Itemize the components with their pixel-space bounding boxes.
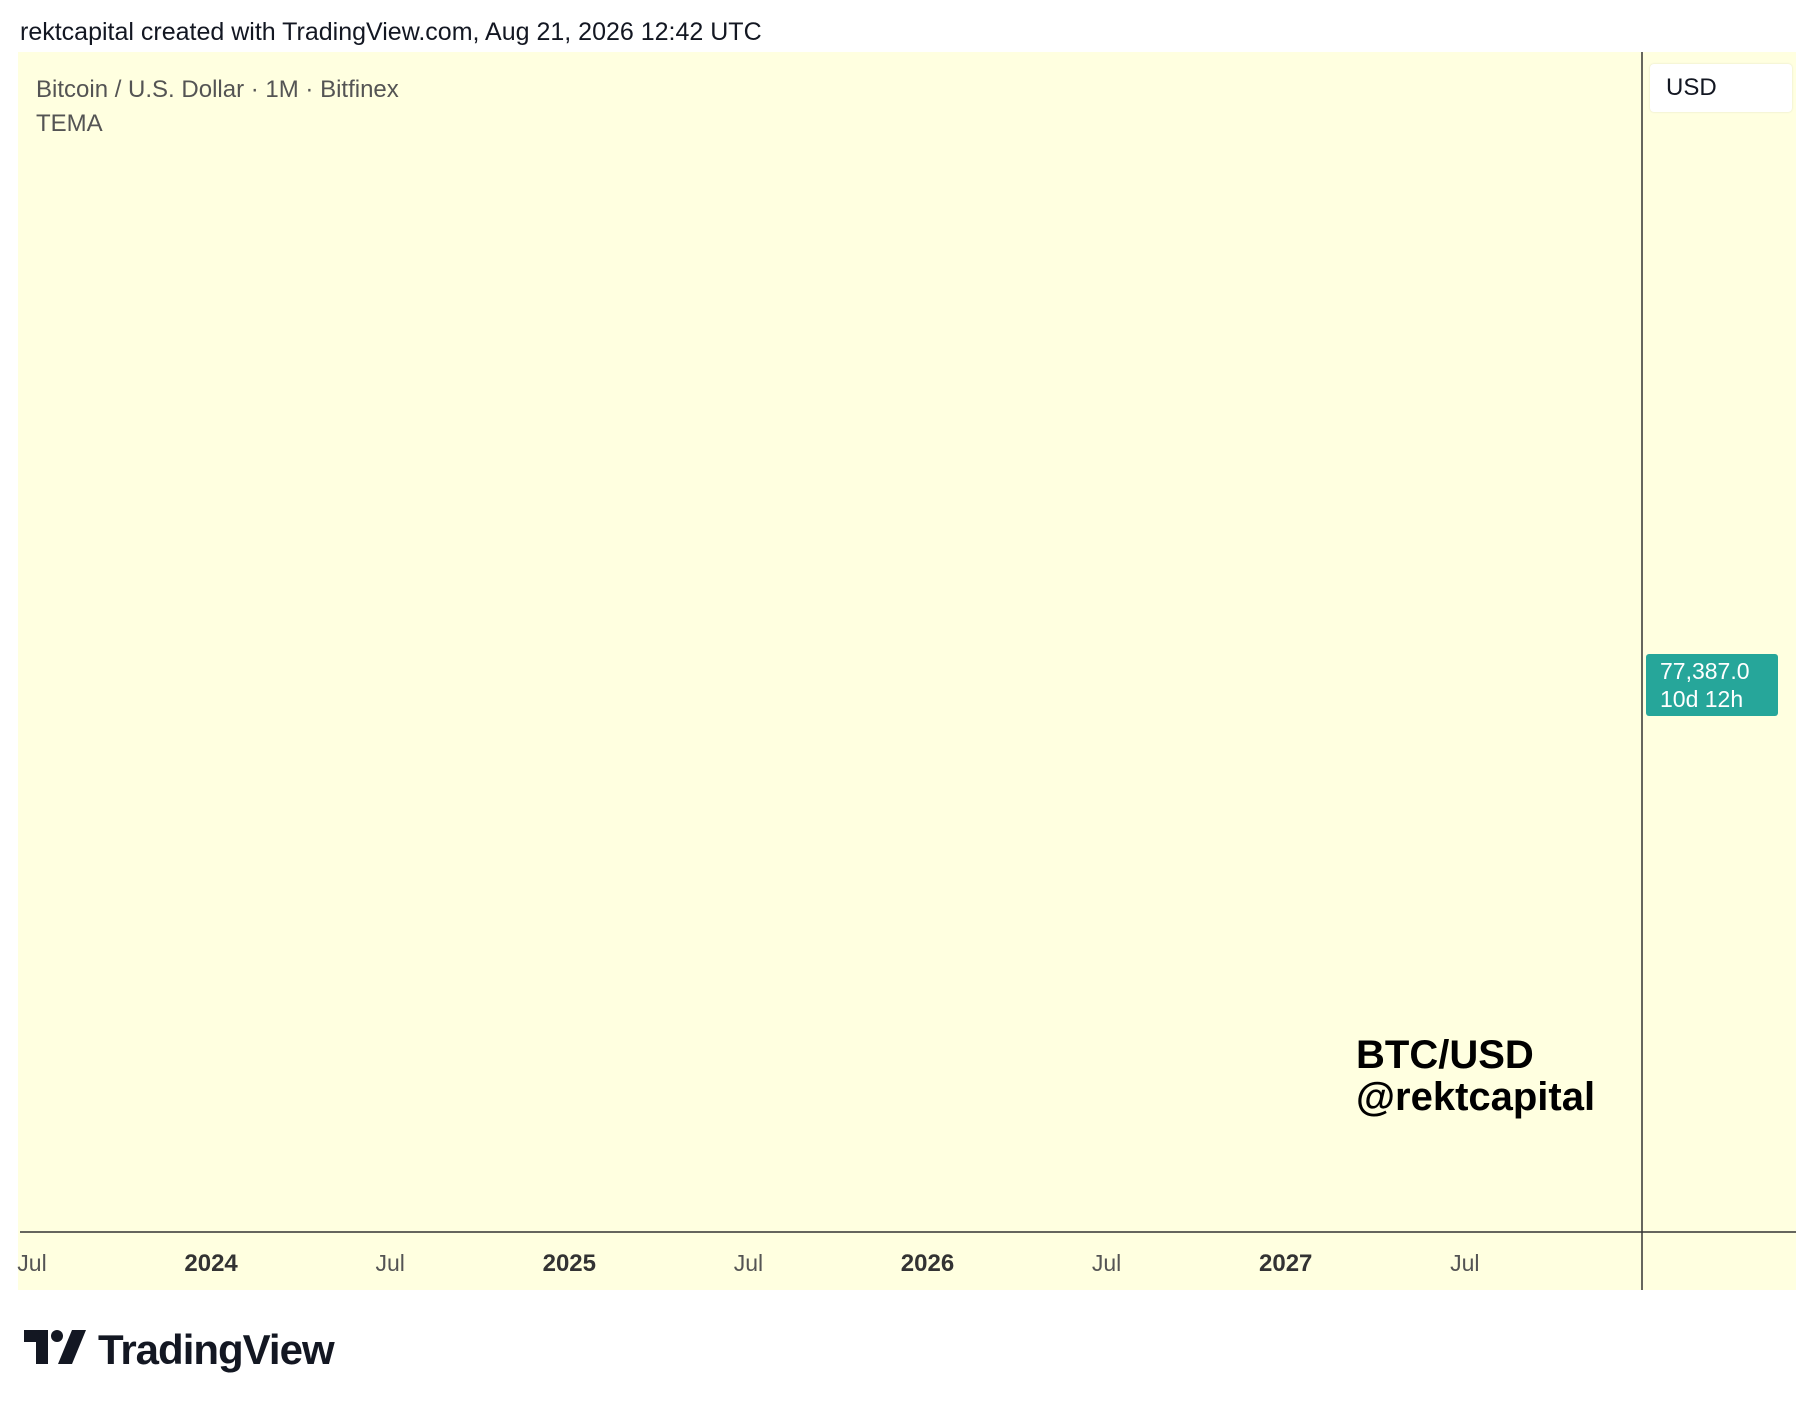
axes: 190,000.0170,000.0150,000.0130,000.0110,… (17, 52, 1796, 1290)
watermark-pair: BTC/USD (1356, 1033, 1534, 1077)
time-tick-label: Jul (375, 1250, 404, 1276)
last-price-tag: 77,387.0 10d 12h (1646, 654, 1778, 716)
time-tick-label: Jul (734, 1250, 763, 1276)
chart-caption: rektcapital created with TradingView.com… (20, 18, 762, 46)
time-tick-label: Jul (1450, 1250, 1479, 1276)
currency-selector[interactable]: USD (1650, 64, 1792, 112)
time-tick-label: 2024 (184, 1250, 238, 1277)
currency-label: USD (1666, 74, 1717, 101)
last-price-value: 77,387.0 (1660, 658, 1750, 684)
tradingview-logo-icon (24, 1330, 86, 1364)
chart-panel[interactable] (18, 52, 1796, 1290)
bar-countdown: 10d 12h (1660, 686, 1744, 712)
time-tick-label: 2027 (1259, 1250, 1312, 1277)
watermark-handle: @rektcapital (1356, 1075, 1596, 1119)
indicator-legend[interactable]: TEMA (36, 110, 103, 137)
time-tick-label: 2025 (543, 1250, 596, 1277)
time-tick-label: Jul (1092, 1250, 1121, 1276)
time-tick-label: Jul (17, 1250, 46, 1276)
tradingview-wordmark: TradingView (98, 1326, 335, 1373)
time-tick-label: 2026 (901, 1250, 954, 1277)
watermark: BTC/USD @rektcapital (1356, 1034, 1595, 1118)
symbol-title[interactable]: Bitcoin / U.S. Dollar · 1M · Bitfinex (36, 76, 399, 103)
